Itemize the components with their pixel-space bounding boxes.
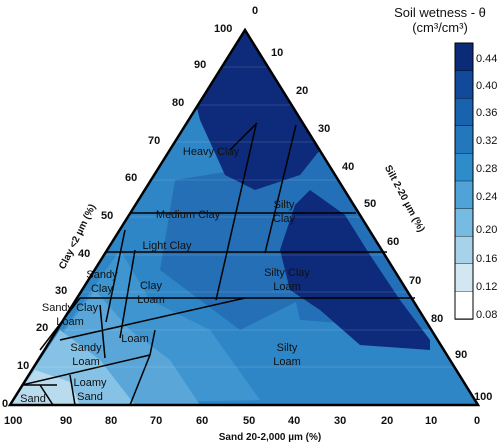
colorbar-swatch — [454, 291, 474, 320]
colorbar-swatch — [454, 70, 474, 99]
region-loamy-sand-1: Loamy — [73, 377, 107, 389]
region-heavy-clay: Heavy Clay — [183, 146, 240, 158]
region-light-clay: Light Clay — [143, 240, 192, 252]
region-sandy-clay-loam-2: Loam — [56, 316, 84, 328]
colorbar-tick-040: 0.40 — [476, 80, 497, 92]
colorbar-tick-032: 0.32 — [476, 135, 497, 147]
clay-tick-0: 0 — [2, 398, 8, 410]
sand-tick-30: 30 — [334, 415, 346, 427]
colorbar-swatch — [454, 235, 474, 265]
colorbar-tick-016: 0.16 — [476, 253, 497, 265]
colorbar-tick-012: 0.12 — [476, 281, 497, 293]
silt-tick-10: 10 — [271, 47, 283, 59]
silt-tick-80: 80 — [431, 313, 443, 325]
silt-tick-50: 50 — [364, 198, 376, 210]
colorbar-tick-028: 0.28 — [476, 163, 497, 175]
clay-tick-70: 70 — [148, 135, 160, 147]
sand-tick-100: 100 — [4, 415, 22, 427]
colorbar-frame — [454, 42, 474, 320]
colorbar-swatch — [454, 153, 474, 182]
silt-axis-ticks: 0 10 20 30 40 50 60 70 80 90 100 — [252, 5, 492, 403]
clay-tick-80: 80 — [172, 97, 184, 109]
sand-tick-50: 50 — [243, 415, 255, 427]
colorbar-ticks: 0.44 0.40 0.36 0.32 0.28 0.24 0.20 0.16 … — [476, 53, 497, 321]
clay-tick-60: 60 — [125, 172, 137, 184]
region-clay-loam-2: Loam — [137, 294, 165, 306]
colorbar-swatch — [454, 97, 474, 127]
silt-tick-20: 20 — [296, 85, 308, 97]
region-sandy-loam-2: Loam — [72, 356, 100, 368]
triangle-outline — [7, 27, 481, 407]
silt-tick-30: 30 — [318, 123, 330, 135]
texture-class-boundaries — [21, 122, 415, 406]
sand-tick-90: 90 — [60, 415, 72, 427]
region-silty-clay-loam-2: Loam — [273, 281, 301, 293]
colorbar-units: (cm³/cm³) — [412, 20, 468, 35]
sand-axis-ticks: 100 90 80 70 60 50 40 30 20 10 0 — [4, 415, 480, 427]
colorbar-tick-008: 0.08 — [476, 309, 497, 321]
colorbar-tick-020: 0.20 — [476, 224, 497, 236]
silt-tick-70: 70 — [409, 275, 421, 287]
clay-tick-50: 50 — [101, 210, 113, 222]
silt-tick-40: 40 — [342, 161, 354, 173]
region-silty-clay-loam-1: Silty Clay — [264, 267, 310, 279]
silt-tick-0: 0 — [252, 5, 258, 17]
silt-axis-title: Silt 2-20 µm (%) — [382, 164, 427, 235]
colorbar-title: Soil wetness - θ — [394, 5, 486, 20]
colorbar-swatch — [454, 208, 474, 237]
sand-tick-20: 20 — [381, 415, 393, 427]
region-silty-clay-1: Silty — [274, 199, 295, 211]
colorbar-swatch — [454, 180, 474, 210]
clay-tick-20: 20 — [36, 322, 48, 334]
contour-mid-band — [160, 160, 300, 330]
colorbar-swatch — [454, 42, 474, 72]
region-silty-loam-1: Silty — [277, 342, 298, 354]
clay-tick-10: 10 — [17, 360, 29, 372]
region-silty-loam-2: Loam — [273, 356, 301, 368]
region-sandy-clay-2: Clay — [91, 283, 114, 295]
ternary-grid — [33, 66, 455, 368]
sand-tick-0: 0 — [474, 415, 480, 427]
sand-axis-title: Sand 20-2,000 µm (%) — [219, 432, 321, 443]
silt-tick-60: 60 — [387, 236, 399, 248]
clay-tick-40: 40 — [78, 248, 90, 260]
region-sand: Sand — [20, 393, 46, 405]
contour-pale-band — [10, 370, 80, 405]
clay-axis-ticks: 100 90 80 70 60 50 40 30 20 10 0 — [2, 23, 232, 410]
sand-tick-40: 40 — [288, 415, 300, 427]
sand-tick-60: 60 — [196, 415, 208, 427]
region-loam: Loam — [121, 333, 149, 345]
colorbar-tick-044: 0.44 — [476, 53, 497, 65]
silt-tick-100: 100 — [474, 391, 492, 403]
silt-tick-90: 90 — [455, 349, 467, 361]
colorbar-swatch — [454, 125, 474, 155]
texture-class-labels: Heavy Clay Medium Clay Light Clay Silty … — [20, 146, 310, 405]
colorbar-swatches — [454, 42, 474, 320]
clay-tick-90: 90 — [194, 59, 206, 71]
contour-high-right — [280, 190, 430, 350]
region-silty-clay-2: Clay — [273, 213, 296, 225]
colorbar: Soil wetness - θ (cm³/cm³) 0.44 0.40 0.3… — [394, 5, 497, 321]
colorbar-tick-024: 0.24 — [476, 191, 497, 203]
region-clay-loam-1: Clay — [140, 280, 163, 292]
colorbar-tick-036: 0.36 — [476, 107, 497, 119]
sand-tick-70: 70 — [150, 415, 162, 427]
region-sandy-clay-1: Sandy — [86, 269, 118, 281]
region-sandy-clay-loam-1: Sandy Clay — [42, 302, 99, 314]
region-medium-clay: Medium Clay — [156, 209, 221, 221]
region-sandy-loam-1: Sandy — [70, 342, 102, 354]
clay-tick-100: 100 — [214, 23, 232, 35]
region-loamy-sand-2: Sand — [77, 391, 103, 403]
colorbar-swatch — [454, 263, 474, 293]
clay-axis-title: Clay <2 µm (%) — [57, 203, 98, 272]
sand-tick-10: 10 — [425, 415, 437, 427]
clay-tick-30: 30 — [55, 285, 67, 297]
sand-tick-80: 80 — [105, 415, 117, 427]
